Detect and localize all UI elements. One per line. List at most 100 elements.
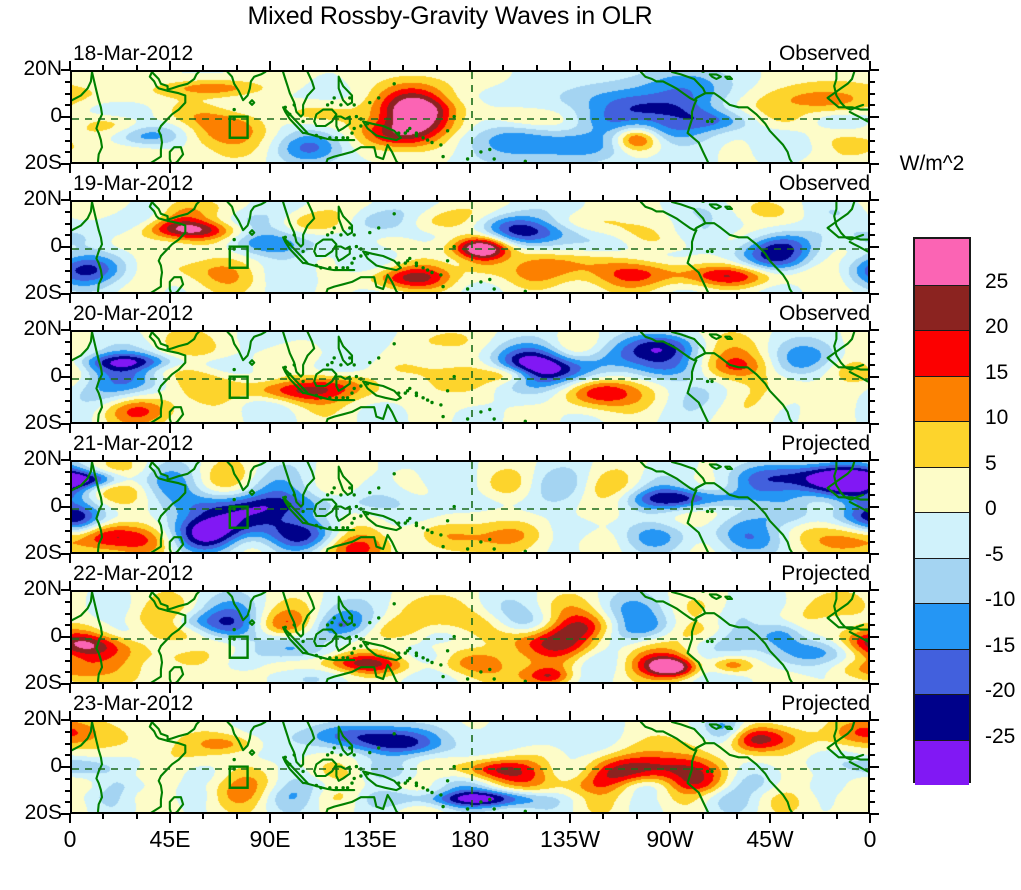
- x-tick-mark-top: [335, 715, 338, 720]
- island-dot: [441, 804, 445, 809]
- x-tick-mark-bottom: [802, 294, 805, 299]
- y-tick-mark: [61, 69, 70, 71]
- island-dot: [314, 263, 319, 268]
- x-tick-label: 45E: [149, 826, 191, 852]
- coastline-path: [686, 489, 710, 552]
- island-dot: [523, 679, 527, 682]
- coastline-path: [724, 335, 734, 341]
- coastline-path: [639, 722, 707, 752]
- x-tick-mark-top: [235, 195, 238, 200]
- x-tick-mark-bottom: [435, 294, 438, 299]
- y-tick-mark-right: [870, 766, 879, 768]
- y-tick-mark: [61, 553, 70, 555]
- x-tick-mark-top: [69, 451, 71, 460]
- coastline-path: [72, 332, 868, 370]
- olr-anomaly-field: [72, 462, 868, 552]
- x-tick-mark-bottom: [69, 164, 71, 173]
- coastline-path: [148, 202, 169, 222]
- panel-status-label: Observed: [778, 302, 870, 325]
- island-dot: [292, 623, 296, 627]
- island-dot: [325, 623, 330, 627]
- coastline-path: [166, 722, 200, 741]
- coastlines: [72, 462, 868, 552]
- x-tick-mark-bottom: [869, 164, 871, 173]
- x-tick-mark-bottom: [869, 424, 871, 433]
- x-tick-mark-bottom: [269, 554, 271, 563]
- x-tick-mark-bottom: [169, 554, 171, 563]
- coastline-path: [695, 92, 793, 162]
- island-dot: [452, 504, 456, 509]
- coastline-path: [72, 592, 868, 630]
- x-tick-mark-bottom: [302, 294, 305, 299]
- island-dot: [403, 391, 407, 395]
- island-dot: [232, 237, 236, 242]
- x-tick-mark-bottom: [669, 294, 671, 303]
- x-tick-mark-bottom: [269, 164, 271, 173]
- coastline-path: [226, 202, 267, 232]
- colorbar-tick-label: -10: [985, 588, 1016, 611]
- x-tick-mark-bottom: [335, 294, 338, 299]
- y-tick-mark: [65, 234, 70, 237]
- x-tick-mark-top: [769, 61, 771, 70]
- y-tick-mark: [65, 80, 70, 83]
- coastline-path: [248, 99, 256, 106]
- y-tick-mark-right: [870, 199, 879, 201]
- x-tick-mark-bottom: [135, 684, 138, 689]
- x-tick-mark-bottom: [535, 684, 538, 689]
- x-tick-mark-top: [869, 61, 871, 70]
- coastline-path: [168, 406, 185, 422]
- x-tick-mark-top: [402, 585, 405, 590]
- x-tick-mark-top: [169, 61, 171, 70]
- island-dot: [339, 493, 343, 497]
- x-tick-mark-top: [402, 715, 405, 720]
- y-tick-label: 20S: [24, 281, 62, 304]
- island-dot: [288, 632, 292, 636]
- y-tick-mark: [61, 813, 70, 815]
- x-tick-mark-bottom: [235, 164, 238, 169]
- island-dot: [352, 363, 356, 367]
- x-tick-mark-bottom: [602, 294, 605, 299]
- island-dot: [354, 114, 359, 119]
- x-tick-mark-top: [435, 195, 438, 200]
- coastline-path: [148, 462, 169, 482]
- y-tick-mark: [65, 139, 70, 142]
- island-dot: [445, 649, 450, 653]
- x-tick-mark-top: [869, 711, 871, 720]
- island-dot: [319, 656, 323, 660]
- y-tick-mark-right: [870, 683, 879, 685]
- x-tick-mark-top: [135, 585, 138, 590]
- y-tick-mark: [65, 517, 70, 520]
- y-tick-mark: [65, 671, 70, 674]
- x-tick-mark-bottom: [635, 294, 638, 299]
- x-tick-mark-top: [469, 191, 471, 200]
- x-tick-label: 90E: [249, 826, 291, 852]
- island-dot: [452, 634, 456, 639]
- island-dot: [319, 136, 323, 140]
- island-dot: [465, 287, 470, 291]
- coastline-path: [148, 722, 169, 742]
- y-tick-mark: [61, 636, 70, 638]
- island-dot: [334, 266, 339, 270]
- x-tick-mark-top: [402, 65, 405, 70]
- island-dot: [283, 625, 287, 629]
- coastline-path: [686, 99, 710, 162]
- island-dot: [441, 544, 445, 549]
- x-tick-mark-top: [669, 61, 671, 70]
- x-tick-mark-bottom: [135, 294, 138, 299]
- x-tick-mark-top: [502, 585, 505, 590]
- y-tick-label: 0: [50, 754, 62, 777]
- x-tick-mark-bottom: [335, 164, 338, 169]
- x-tick-mark-top: [302, 715, 305, 720]
- island-dot: [359, 124, 363, 128]
- colorbar-tick-label: -25: [985, 724, 1016, 748]
- island-dot: [328, 526, 332, 530]
- island-dot: [465, 417, 470, 421]
- colorbar-band: [915, 239, 969, 285]
- island-dot: [365, 642, 370, 646]
- coastline-path: [695, 612, 793, 682]
- x-tick-mark-bottom: [302, 424, 305, 429]
- y-tick-mark: [61, 163, 70, 165]
- colorbar-tick-label: 20: [985, 315, 1009, 338]
- coastline-path: [248, 749, 256, 756]
- coastline-path: [248, 619, 256, 626]
